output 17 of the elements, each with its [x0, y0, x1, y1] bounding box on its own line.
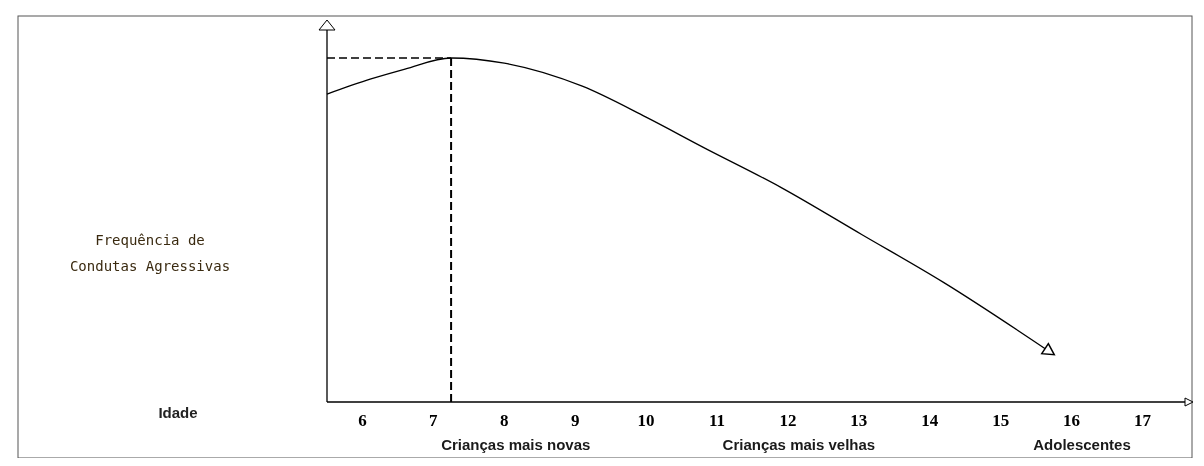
x-tick-label: 14 — [921, 411, 939, 430]
text: Frequência de Condutas Agressivas — [69, 232, 231, 274]
x-tick-label: 6 — [358, 411, 367, 430]
text: Idade — [158, 404, 198, 421]
x-tick-label: 17 — [1133, 411, 1152, 430]
x-tick-label: 12 — [779, 411, 797, 430]
x-tick-label: 11 — [708, 411, 726, 430]
x-tick-label: 15 — [992, 411, 1010, 430]
x-tick-label: 16 — [1063, 411, 1081, 430]
text: Crianças mais novas — [441, 436, 591, 453]
x-tick-label: 8 — [500, 411, 509, 430]
x-tick-label: 9 — [570, 411, 580, 430]
x-tick-label: 13 — [850, 411, 868, 430]
x-tick-label: 7 — [429, 411, 439, 430]
x-tick-label: 10 — [637, 411, 655, 430]
text: Adolescentes — [1033, 436, 1131, 453]
text: Crianças mais velhas — [722, 436, 876, 453]
